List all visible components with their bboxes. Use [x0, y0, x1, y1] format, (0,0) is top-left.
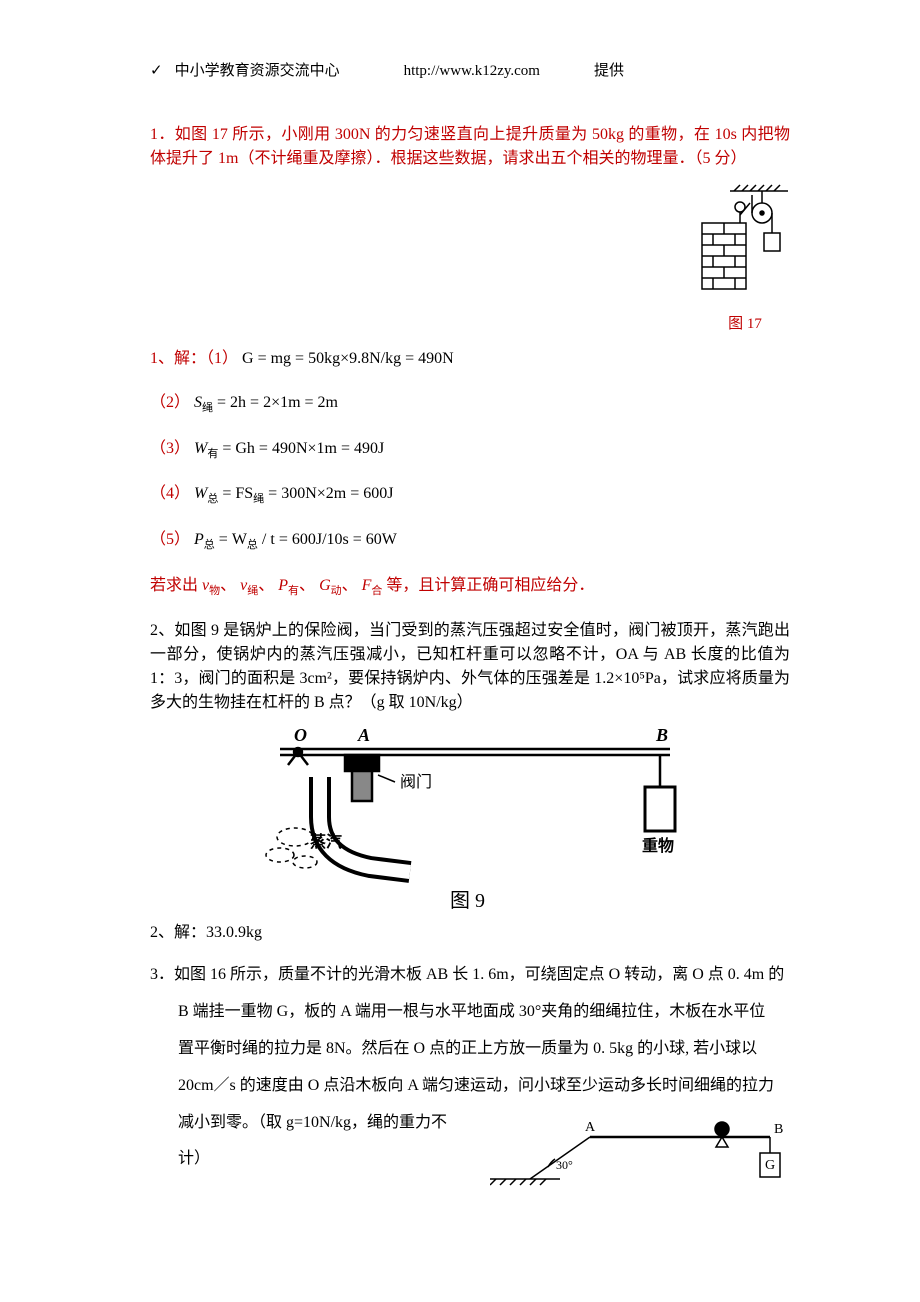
- d1: 、: [220, 577, 236, 594]
- sol1-eq3b: = Gh = 490N×1m = 490J: [218, 440, 384, 457]
- sol1-eq3a: W: [194, 440, 207, 457]
- sol1-n3: （3）: [150, 440, 190, 457]
- solution-1-line-1: 1、解：（1） G = mg = 50kg×9.8N/kg = 490N: [150, 347, 790, 371]
- sol1-eq2a: S: [194, 394, 202, 411]
- figure-17-row: 图 17: [150, 183, 790, 336]
- solution-1-line-2: （2） S绳 = 2h = 2×1m = 2m: [150, 391, 790, 417]
- figure-16-svg: A O B G 30°: [490, 1109, 790, 1189]
- sol1-eq4sub: 总: [207, 494, 218, 506]
- fig9-weight-label: 重物: [642, 836, 674, 855]
- fig16-30: 30°: [556, 1158, 573, 1172]
- ng: G: [319, 577, 331, 594]
- header-center: 中小学教育资源交流中心: [175, 60, 340, 83]
- sol1-eq2b: = 2h = 2×1m = 2m: [213, 394, 338, 411]
- figure-9-svg: O A B 阀门 蒸汽 重物 图 9: [250, 727, 690, 917]
- sol1-n5: （5）: [150, 531, 190, 548]
- p3-l5a: 减小到零。（取 g=10N/kg，绳的重力不: [178, 1114, 447, 1131]
- fig16-B: B: [774, 1122, 783, 1137]
- p3-l3: 置平衡时绳的拉力是 8N。然后在 O 点的正上方放一质量为 0. 5kg 的小球…: [150, 1031, 790, 1068]
- header-url: http://www.k12zy.com: [404, 60, 540, 83]
- nps: 有: [288, 585, 299, 597]
- sol1-eq5sub2: 总: [247, 539, 258, 551]
- p3-l5: A O B G 30° 减小到零。（取 g=10N/kg，绳的重力不 计）: [150, 1105, 790, 1179]
- sol1-eq5a: P: [194, 531, 204, 548]
- fig16-O: O: [716, 1120, 726, 1135]
- sol1-lead: 1、解：（1）: [150, 350, 238, 367]
- note-a: 若求出: [150, 577, 202, 594]
- figure-9-row: O A B 阀门 蒸汽 重物 图 9: [150, 727, 790, 917]
- problem-2-answer: 2、解：33.0.9kg: [150, 921, 790, 945]
- fig16-G: G: [765, 1158, 775, 1173]
- nf: F: [362, 577, 372, 594]
- problem-1: 1．如图 17 所示，小刚用 300N 的力匀速竖直向上提升质量为 50kg 的…: [150, 123, 790, 171]
- sol1-eq2sub: 绳: [202, 402, 213, 414]
- fig9-steam-label: 蒸汽: [310, 832, 342, 851]
- fig9-valve-label: 阀门: [400, 773, 432, 791]
- fig9-caption: 图 9: [450, 890, 485, 912]
- solution-1-line-3: （3） W有 = Gh = 490N×1m = 490J: [150, 437, 790, 463]
- sol1-eq5sub: 总: [204, 539, 215, 551]
- nv2s: 绳: [247, 585, 258, 597]
- solution-1-note: 若求出 v物、 v绳、 P有、 G动、 F合 等，且计算正确可相应给分．: [150, 574, 790, 600]
- sol1-eq3sub: 有: [207, 448, 218, 460]
- sol1-eq4a: W: [194, 485, 207, 502]
- sol1-n4: （4）: [150, 485, 190, 502]
- header-provide: 提供: [594, 60, 624, 83]
- d4: 、: [342, 577, 358, 594]
- p3-l2: B 端挂一重物 G，板的 A 端用一根与水平地面成 30°夹角的细绳拉住，木板在…: [150, 994, 790, 1031]
- sol1-eq4c: = 300N×2m = 600J: [264, 485, 393, 502]
- fig9-B: B: [655, 727, 668, 745]
- note-b: 等，且计算正确可相应给分．: [386, 577, 594, 594]
- sol1-eq5c: / t = 600J/10s = 60W: [258, 531, 397, 548]
- solution-1-line-5: （5） P总 = W总 / t = 600J/10s = 60W: [150, 528, 790, 554]
- problem-2: 2、如图 9 是锅炉上的保险阀，当门受到的蒸汽压强超过安全值时，阀门被顶开，蒸汽…: [150, 619, 790, 715]
- sol1-eq1: G = mg = 50kg×9.8N/kg = 490N: [242, 350, 454, 367]
- p3-l5b: 计）: [178, 1150, 210, 1167]
- sol1-eq4sub2: 绳: [253, 494, 264, 506]
- fig9-A: A: [357, 727, 370, 745]
- nfs: 合: [371, 585, 382, 597]
- sol1-eq5b: = W: [215, 531, 247, 548]
- figure-17-caption: 图 17: [700, 313, 790, 336]
- nv1s: 物: [209, 585, 220, 597]
- p3-l1: 3．如图 16 所示，质量不计的光滑木板 AB 长 1. 6m，可绕固定点 O …: [150, 957, 790, 994]
- p3-l4: 20cm／s 的速度由 O 点沿木板向 A 端匀速运动，问小球至少运动多长时间细…: [150, 1068, 790, 1105]
- np: P: [278, 577, 288, 594]
- sol1-n2: （2）: [150, 394, 190, 411]
- page-header: ✓ 中小学教育资源交流中心 http://www.k12zy.com 提供: [150, 60, 790, 83]
- figure-17-svg: [700, 183, 790, 303]
- d3: 、: [299, 577, 315, 594]
- d2: 、: [258, 577, 274, 594]
- sol1-eq4b: = FS: [218, 485, 253, 502]
- fig9-O: O: [294, 727, 307, 745]
- solution-1-line-4: （4） W总 = FS绳 = 300N×2m = 600J: [150, 482, 790, 508]
- ngs: 动: [331, 585, 342, 597]
- problem-3: 3．如图 16 所示，质量不计的光滑木板 AB 长 1. 6m，可绕固定点 O …: [150, 957, 790, 1178]
- fig16-A: A: [585, 1120, 596, 1135]
- check-icon: ✓: [150, 60, 163, 83]
